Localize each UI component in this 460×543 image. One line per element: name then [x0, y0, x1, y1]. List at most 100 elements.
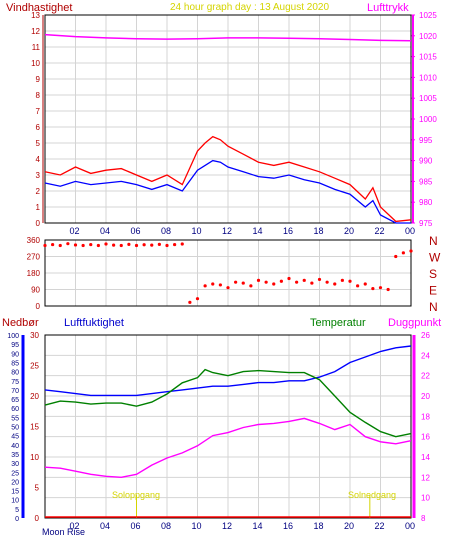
direction-point	[394, 254, 398, 259]
direction-point	[119, 243, 123, 248]
direction-point	[150, 243, 154, 247]
humidity-tick-label: 50	[11, 425, 19, 432]
duggpunkt-label: Duggpunkt	[388, 317, 441, 329]
direction-point	[43, 243, 47, 248]
direction-point	[58, 243, 62, 248]
right-tick-label: 20	[421, 392, 430, 401]
direction-point	[134, 243, 139, 248]
x-tick-label: 18	[314, 521, 324, 531]
right-tick-label: 975	[419, 219, 433, 228]
rain-tick-label: 30	[30, 331, 39, 340]
x-tick-label: 20	[344, 521, 354, 531]
humidity-tick-label: 80	[11, 370, 19, 377]
humidity-tick-label: 35	[11, 452, 19, 459]
direction-point	[310, 281, 314, 285]
direction-tick-label: 90	[31, 286, 40, 295]
right-tick-label: 980	[419, 198, 433, 207]
left-tick-label: 11	[32, 43, 41, 52]
x-tick-label: 02	[70, 521, 80, 531]
right-tick-label: 985	[419, 177, 433, 186]
direction-point	[287, 276, 291, 281]
rain-tick-label: 5	[35, 484, 40, 493]
right-tick-label: 8	[421, 514, 426, 523]
x-tick-label: 16	[283, 226, 293, 236]
humidity-tick-label: 10	[11, 498, 19, 505]
x-tick-label: 06	[131, 521, 141, 531]
x-tick-label: 12	[222, 521, 232, 531]
moon-rise-label: Moon Rise	[42, 527, 85, 537]
rain-tick-label: 0	[35, 514, 40, 523]
x-tick-label: 14	[253, 521, 263, 531]
right-tick-label: 22	[421, 372, 430, 381]
direction-tick-label: 270	[27, 253, 41, 262]
left-tick-label: 8	[36, 91, 41, 100]
right-tick-label: 26	[421, 331, 430, 340]
nedbor-label: Nedbør	[2, 317, 39, 329]
direction-tick-label: 360	[27, 236, 41, 245]
series-line	[44, 417, 412, 479]
direction-point	[295, 280, 299, 284]
direction-point	[348, 279, 352, 283]
direction-point	[142, 243, 146, 247]
direction-point	[226, 286, 230, 290]
right-tick-label: 1005	[419, 94, 437, 103]
rain-tick-label: 15	[30, 423, 39, 432]
x-tick-label: 00	[405, 226, 415, 236]
direction-point	[302, 278, 306, 282]
left-tick-label: 5	[36, 139, 41, 148]
x-tick-label: 22	[375, 521, 385, 531]
direction-point	[195, 297, 200, 301]
direction-point	[386, 287, 390, 292]
humidity-tick-label: 100	[7, 333, 19, 340]
left-tick-label: 2	[36, 187, 41, 196]
direction-point	[401, 251, 405, 255]
direction-point	[112, 243, 116, 247]
left-tick-label: 12	[31, 27, 40, 36]
right-tick-label: 1025	[419, 11, 437, 20]
direction-point	[51, 242, 55, 247]
left-tick-label: 13	[31, 11, 40, 20]
left-tick-label: 7	[36, 107, 41, 116]
humidity-tick-label: 15	[11, 489, 19, 496]
series-line	[44, 368, 412, 438]
soloppgang-annotation: Soloppgang	[112, 490, 160, 500]
x-tick-label: 10	[192, 521, 202, 531]
direction-point	[180, 242, 184, 246]
compass-label: W	[429, 251, 441, 265]
direction-point	[356, 284, 360, 288]
direction-point	[157, 242, 161, 246]
humidity-tick-label: 20	[11, 479, 19, 486]
compass-label: E	[429, 284, 437, 298]
compass-label: N	[429, 234, 438, 248]
humidity-tick-label: 30	[11, 461, 19, 468]
direction-point	[188, 300, 192, 304]
direction-point	[256, 278, 261, 282]
series-line	[44, 159, 411, 224]
humidity-tick-label: 5	[15, 507, 19, 514]
left-title: Vindhastighet	[6, 2, 72, 14]
left-tick-label: 6	[36, 123, 41, 132]
x-tick-label: 08	[161, 226, 171, 236]
right-tick-label: 1010	[419, 73, 437, 82]
direction-point	[66, 242, 70, 246]
x-tick-label: 18	[314, 226, 324, 236]
solnedgang-annotation: Solnedgang	[348, 490, 396, 500]
left-tick-label: 1	[36, 203, 41, 212]
direction-point	[378, 286, 383, 290]
humidity-tick-label: 45	[11, 434, 19, 441]
right-tick-label: 18	[421, 412, 430, 421]
x-tick-label: 08	[161, 521, 171, 531]
humidity-tick-label: 60	[11, 406, 19, 413]
direction-point	[249, 284, 253, 288]
direction-tick-label: 0	[36, 302, 41, 311]
right-tick-label: 16	[421, 433, 430, 442]
right-tick-label: 10	[421, 494, 430, 503]
direction-point	[264, 280, 268, 284]
x-tick-label: 16	[283, 521, 293, 531]
right-tick-label: 1000	[419, 115, 437, 124]
left-tick-label: 4	[36, 155, 41, 164]
left-tick-label: 9	[36, 75, 41, 84]
x-tick-label: 14	[253, 226, 263, 236]
x-tick-label: 06	[131, 226, 141, 236]
